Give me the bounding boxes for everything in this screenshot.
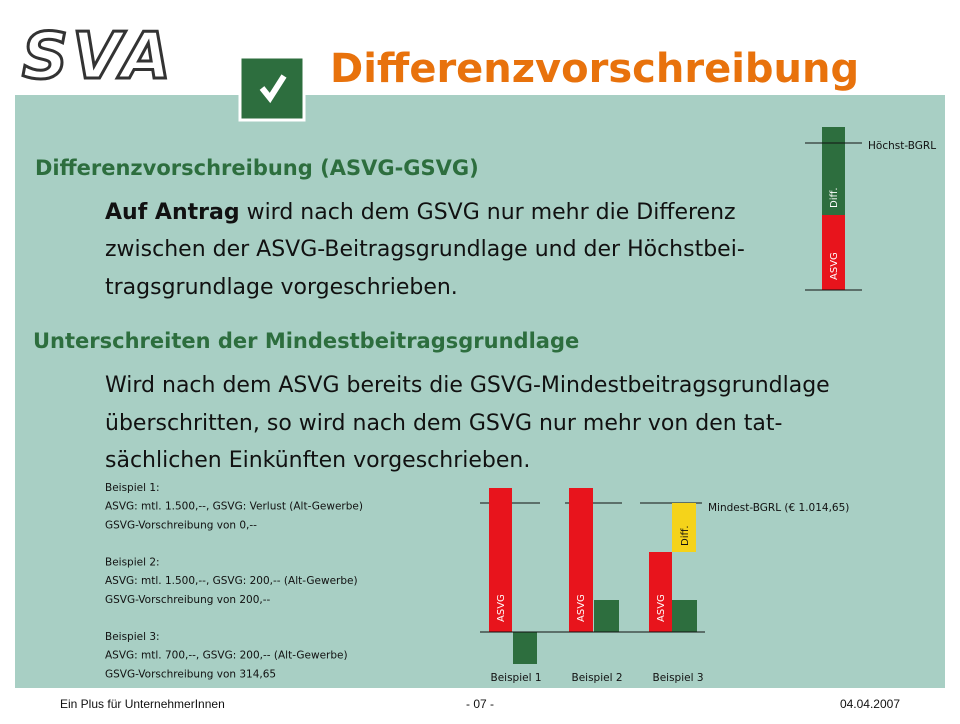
footer-right: 04.04.2007 bbox=[840, 697, 900, 711]
footer-center: - 07 - bbox=[466, 697, 494, 711]
example-line: GSVG-Vorschreibung von 200,-- bbox=[105, 594, 271, 606]
asvg-bar bbox=[649, 552, 672, 632]
body-line: überschritten, so wird nach dem GSVG nur… bbox=[105, 411, 782, 436]
body-line: tragsgrundlage vorgeschrieben. bbox=[105, 275, 458, 300]
body-line: sächlichen Einkünften vorgeschrieben. bbox=[105, 448, 530, 473]
check-mark bbox=[259, 74, 287, 104]
example-line: ASVG: mtl. 1.500,--, GSVG: Verlust (Alt-… bbox=[105, 501, 363, 513]
example-line: Beispiel 3: bbox=[105, 631, 160, 643]
example-line: GSVG-Vorschreibung von 314,65 bbox=[105, 668, 276, 680]
asvg-label: ASVG bbox=[656, 594, 667, 622]
heading: Unterschreiten der Mindestbeitragsgrundl… bbox=[33, 329, 579, 353]
gsvg-bar bbox=[672, 600, 697, 632]
lead: Auf Antrag bbox=[105, 200, 240, 225]
x-label: Beispiel 2 bbox=[571, 672, 622, 684]
diff-label: Diff. bbox=[680, 525, 691, 546]
asvg-label: ASVG bbox=[829, 252, 840, 280]
content-panel bbox=[15, 95, 945, 688]
title: Differenzvorschreibung bbox=[330, 46, 859, 92]
body-line: Wird nach dem ASVG bereits die GSVG-Mind… bbox=[105, 373, 830, 398]
example-line: Beispiel 2: bbox=[105, 557, 160, 569]
x-label: Beispiel 1 bbox=[490, 672, 541, 684]
diff-bar bbox=[672, 503, 696, 552]
limit-label: Mindest-BGRL (€ 1.014,65) bbox=[708, 502, 849, 514]
asvg-bar bbox=[822, 215, 845, 290]
body-line: zwischen der ASVG-Beitragsgrundlage und … bbox=[105, 237, 745, 262]
diff-label: Diff. bbox=[829, 187, 840, 208]
gsvg-bar bbox=[594, 600, 619, 632]
example-line: GSVG-Vorschreibung von 0,-- bbox=[105, 519, 257, 531]
x-label: Beispiel 3 bbox=[652, 672, 703, 684]
check-box bbox=[238, 55, 306, 122]
asvg-label: ASVG bbox=[576, 594, 587, 622]
asvg-bar bbox=[569, 488, 593, 632]
body-line: Auf Antrag wird nach dem GSVG nur mehr d… bbox=[105, 200, 736, 225]
asvg-label: ASVG bbox=[496, 594, 507, 622]
footer-left: Ein Plus für UnternehmerInnen bbox=[60, 697, 225, 711]
asvg-bar bbox=[489, 488, 512, 632]
example-line: ASVG: mtl. 700,--, GSVG: 200,-- (Alt-Gew… bbox=[105, 650, 348, 662]
logo: SVA bbox=[22, 20, 175, 94]
heading: Differenzvorschreibung (ASVG-GSVG) bbox=[35, 156, 479, 180]
gsvg-bar bbox=[513, 632, 537, 664]
limit-label: Höchst-BGRL bbox=[868, 140, 936, 152]
example-line: Beispiel 1: bbox=[105, 482, 160, 494]
examples: Beispiel 1: ASVG: mtl. 1.500,--, GSVG: Ve… bbox=[105, 482, 363, 680]
body-text: wird nach dem GSVG nur mehr die Differen… bbox=[240, 200, 736, 225]
example-line: ASVG: mtl. 1.500,--, GSVG: 200,-- (Alt-G… bbox=[105, 575, 358, 587]
diff-bar bbox=[822, 127, 845, 215]
